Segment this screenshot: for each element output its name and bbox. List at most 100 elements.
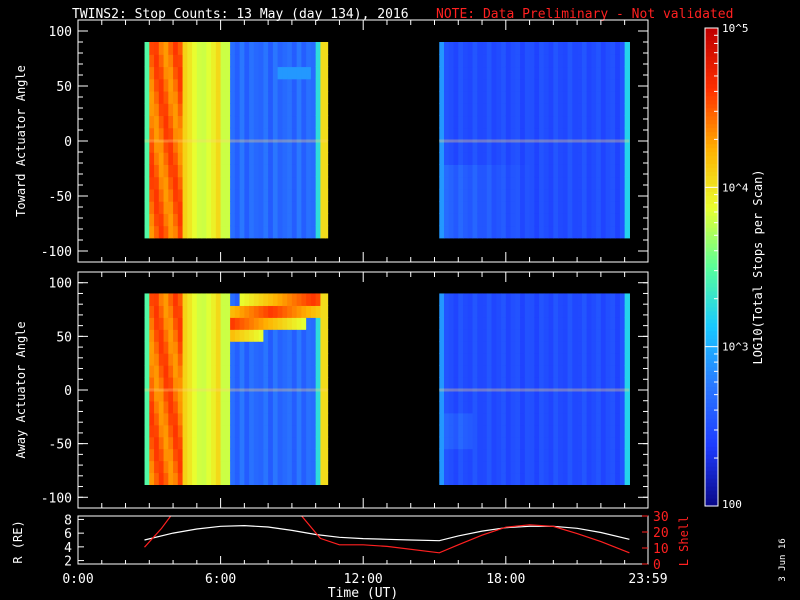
heatmap-cell [520,54,526,68]
heatmap-cell [600,365,607,378]
heatmap-cell [244,213,250,227]
heatmap-cell [615,388,621,402]
heatmap-cell [596,317,602,330]
heatmap-cell [596,329,602,342]
heatmap-cell [277,54,283,68]
heatmap-cell [453,412,459,426]
heatmap-cell [263,213,269,227]
heatmap-cell [558,353,564,366]
heatmap-cell [558,448,564,462]
heatmap-cell [520,188,526,202]
heatmap-cell [529,388,535,402]
heatmap-cell [291,164,298,178]
heatmap-cell [448,472,455,485]
heatmap-cell [610,78,616,92]
heatmap-cell [520,225,526,239]
heatmap-cell [600,42,607,55]
heatmap-cell [439,305,445,318]
heatmap-cell [581,115,588,129]
heatmap-cell [501,115,507,129]
heatmap-cell [310,448,317,462]
heatmap-cell [534,460,540,474]
heatmap-cell [220,176,226,190]
heatmap-cell [615,341,621,354]
heatmap-cell [543,317,550,330]
heatmap-cell [187,317,193,330]
heatmap-cell [187,436,193,450]
heatmap-cell [206,127,212,141]
heatmap-cell [239,329,245,342]
heatmap-cell [472,188,478,202]
heatmap-cell [553,225,559,239]
heatmap-cell [477,66,483,80]
heatmap-cell [225,341,231,354]
heatmap-cell [310,424,317,438]
heatmap-cell [463,412,469,426]
colorbar-segment [705,167,718,172]
heatmap-cell [253,188,260,202]
heatmap-cell [177,460,184,474]
heatmap-cell [524,424,531,438]
toward-y-label: Toward Actuator Angle [14,65,28,217]
heatmap-cell [558,42,564,55]
heatmap-cell [553,201,559,214]
heatmap-cell [158,353,165,366]
heatmap-cell [567,448,573,462]
heatmap-cell [201,472,207,485]
heatmap-cell [496,460,502,474]
heatmap-cell [215,225,222,239]
heatmap-cell [529,42,535,55]
heatmap-cell [482,42,488,55]
heatmap-cell [600,90,607,104]
heatmap-cell [215,412,222,426]
heatmap-cell [268,329,274,342]
heatmap-cell [310,412,317,426]
heatmap-cell [239,293,245,306]
heatmap-cell [586,329,592,342]
heatmap-cell [596,139,602,153]
heatmap-cell [234,436,241,450]
heatmap-cell [448,329,455,342]
heatmap-cell [600,66,607,80]
heatmap-cell [301,164,307,178]
heatmap-cell [553,329,559,342]
heatmap-cell [263,139,269,153]
heatmap-cell [591,472,597,485]
heatmap-cell [448,176,455,190]
heatmap-cell [163,293,169,306]
heatmap-cell [225,412,231,426]
heatmap-cell [230,164,236,178]
heatmap-cell [268,152,274,165]
heatmap-cell [505,472,512,485]
heatmap-cell [244,365,250,378]
heatmap-cell [268,376,274,390]
heatmap-cell [325,305,329,318]
heatmap-cell [182,353,188,366]
heatmap-cell [187,448,193,462]
heatmap-cell [619,213,626,227]
heatmap-cell [534,90,540,104]
heatmap-cell [168,341,174,354]
heatmap-cell [282,42,288,55]
heatmap-cell [149,127,155,141]
heatmap-cell [477,317,483,330]
heatmap-cell [482,365,488,378]
colorbar-segment [705,191,718,196]
heatmap-cell [277,164,283,178]
heatmap-cell [524,139,531,153]
heatmap-cell [315,103,322,117]
heatmap-cell [149,90,155,104]
heatmap-cell [225,213,231,227]
heatmap-cell [220,353,226,366]
heatmap-cell [187,176,193,190]
heatmap-cell [581,388,588,402]
heatmap-cell [325,66,329,80]
heatmap-cell [619,176,626,190]
heatmap-cell [624,472,630,485]
heatmap-cell [520,66,526,80]
heatmap-cell [168,152,174,165]
heatmap-cell [206,329,212,342]
heatmap-cell [553,139,559,153]
heatmap-cell [272,164,279,178]
heatmap-cell [463,54,469,68]
